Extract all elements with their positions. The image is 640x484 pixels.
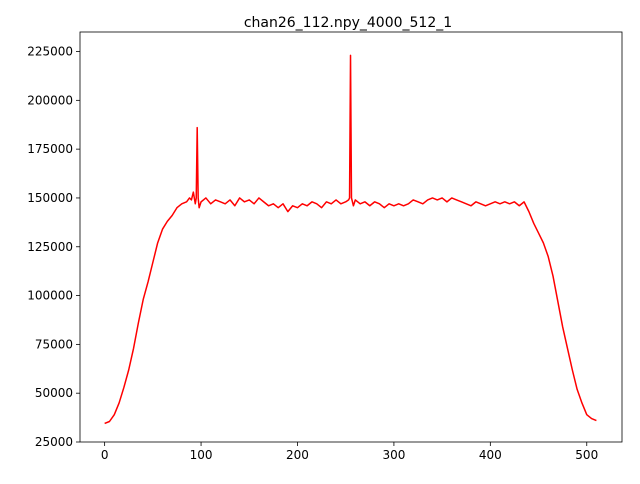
axes-layer: 0 100 200 300 400 500 25000 50000 75000 100000 125… (27, 45, 598, 462)
x-tick-label: 0 (101, 448, 109, 462)
series-layer (104, 54, 597, 425)
x-tick-label: 400 (479, 448, 502, 462)
y-tick-label: 100000 (27, 289, 73, 303)
x-tick-label: 200 (286, 448, 309, 462)
y-tick-label: 50000 (35, 386, 73, 400)
y-tick-label: 150000 (27, 191, 73, 205)
chart-title: chan26_112.npy_4000_512_1 (244, 15, 452, 31)
y-tick-label: 225000 (27, 45, 73, 59)
x-tick-label: 300 (382, 448, 405, 462)
x-tick-label: 500 (575, 448, 598, 462)
plot-frame (79, 31, 623, 443)
series-line-0 (104, 54, 597, 425)
x-tick-label: 100 (190, 448, 213, 462)
y-tick-label: 175000 (27, 142, 73, 156)
y-tick-label: 125000 (27, 240, 73, 254)
y-tick-label: 75000 (35, 337, 73, 351)
y-tick-label: 25000 (35, 435, 73, 449)
y-tick-label: 200000 (27, 93, 73, 107)
